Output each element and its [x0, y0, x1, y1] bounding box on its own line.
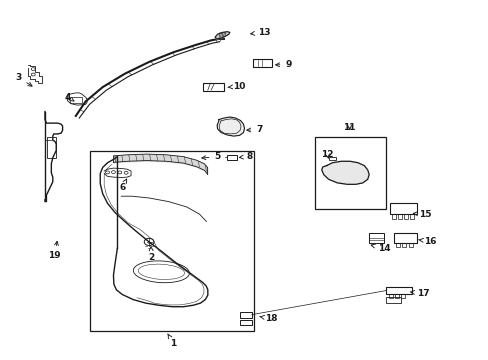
Bar: [315, 137, 386, 209]
Bar: [239, 320, 251, 325]
Bar: [389, 203, 416, 214]
Text: 12: 12: [321, 150, 333, 159]
Bar: [395, 243, 399, 247]
Bar: [391, 214, 395, 219]
Text: 17: 17: [410, 289, 428, 298]
Bar: [90, 151, 254, 331]
Text: 11: 11: [343, 123, 355, 132]
Bar: [408, 243, 412, 247]
Bar: [401, 294, 405, 298]
Polygon shape: [321, 161, 368, 184]
Bar: [368, 233, 383, 243]
Bar: [226, 155, 236, 160]
Bar: [402, 243, 406, 247]
Text: 16: 16: [418, 237, 436, 246]
Text: 14: 14: [370, 244, 389, 253]
Text: 15: 15: [412, 210, 431, 219]
Polygon shape: [217, 117, 244, 136]
Bar: [394, 294, 398, 298]
Text: 13: 13: [250, 28, 270, 37]
Bar: [403, 214, 407, 219]
Bar: [328, 157, 336, 160]
Bar: [397, 214, 401, 219]
Bar: [239, 312, 251, 318]
Text: 5: 5: [202, 152, 220, 161]
Bar: [409, 214, 413, 219]
Text: 19: 19: [48, 241, 61, 260]
Text: 9: 9: [275, 60, 291, 69]
Bar: [47, 137, 56, 158]
Text: 4: 4: [64, 93, 74, 102]
Text: 10: 10: [227, 82, 245, 91]
Bar: [386, 287, 411, 294]
Bar: [70, 97, 82, 103]
Text: 18: 18: [259, 314, 277, 323]
Text: 6: 6: [119, 179, 126, 192]
Text: 2: 2: [148, 247, 154, 262]
Bar: [388, 294, 392, 298]
Bar: [386, 297, 400, 303]
Text: 8: 8: [239, 152, 252, 161]
Text: 7: 7: [246, 125, 262, 134]
Bar: [393, 233, 416, 243]
Text: 3: 3: [16, 73, 32, 86]
Text: 1: 1: [167, 334, 176, 348]
Polygon shape: [215, 32, 229, 39]
